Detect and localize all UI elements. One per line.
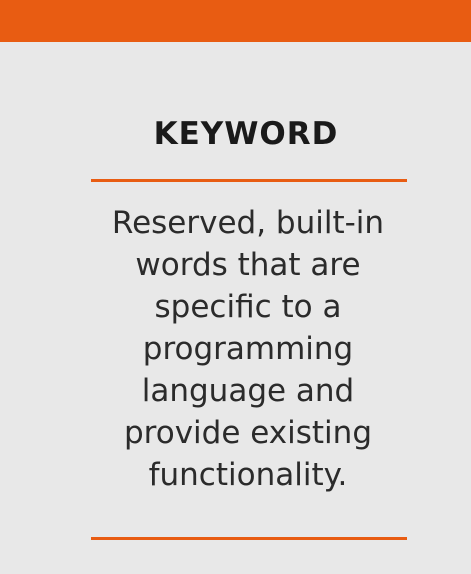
definition-card: KEYWORD Reserved, built-in words that ar… — [0, 42, 471, 574]
bottom-divider — [91, 537, 407, 540]
top-accent-bar — [0, 0, 471, 42]
definition-line: Reserved, built-in — [111, 205, 385, 241]
title-divider — [91, 179, 407, 182]
definition-line: language and — [141, 373, 355, 409]
definition-text: Reserved, built-in words that are specif… — [60, 202, 436, 496]
definition-line: specific to a — [154, 289, 342, 325]
definition-line: provide existing — [124, 415, 372, 451]
card-title: KEYWORD — [153, 116, 339, 152]
definition-line: programming — [142, 331, 354, 367]
definition-line: functionality. — [148, 457, 348, 493]
definition-line: words that are — [135, 247, 361, 283]
